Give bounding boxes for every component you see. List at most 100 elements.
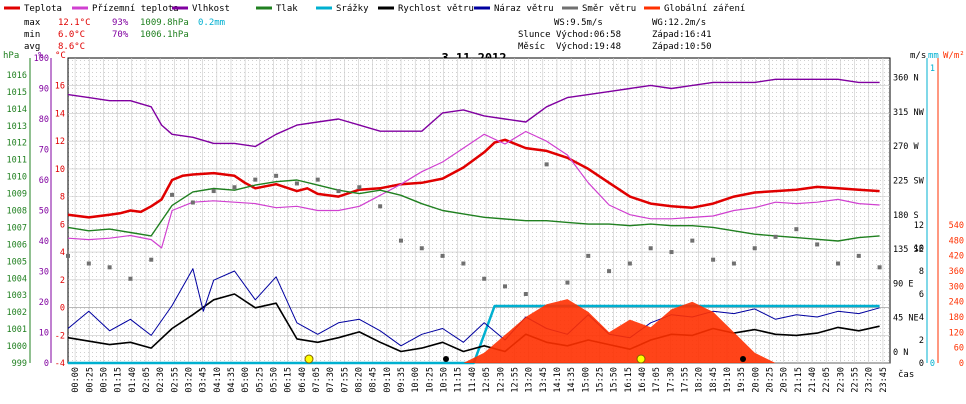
stats-max-temp: 12.1°C [58, 18, 91, 28]
sunset-marker [636, 354, 646, 364]
point-smer-vetru [232, 185, 237, 190]
stats-max-rain: 0.2mm [198, 18, 225, 28]
sun-rise: Východ:06:58 [556, 30, 621, 40]
x-tick-label: 02:55 [170, 367, 180, 393]
x-tick-label: 23:20 [865, 367, 875, 393]
unit-time: čas [898, 369, 914, 380]
pct-tick-label: 40 [39, 237, 49, 247]
x-tick-label: 04:10 [213, 367, 223, 393]
point-smer-vetru [336, 189, 341, 194]
stats-min-hum: 70% [112, 30, 129, 40]
point-smer-vetru [66, 253, 70, 258]
point-smer-vetru [648, 246, 653, 251]
dir-tick-label: 270 W [893, 142, 919, 152]
legend-label: Globální záření [664, 4, 745, 14]
line-naraz-vetru [67, 268, 880, 347]
wm2-tick-label: 300 [949, 282, 964, 292]
point-smer-vetru [419, 246, 424, 251]
hpa-tick-label: 1004 [7, 274, 27, 284]
x-tick-label: 12:05 [482, 367, 492, 393]
point-smer-vetru [398, 238, 403, 243]
wm2-tick-label: 0 [959, 359, 964, 369]
pct-tick-label: 10 [39, 329, 49, 339]
hpa-tick-label: 1011 [7, 156, 27, 166]
degc-tick-label: 12 [55, 137, 65, 147]
point-smer-vetru [856, 253, 861, 258]
x-tick-label: 14:10 [553, 367, 563, 393]
legend-item-tlak: Tlak [256, 4, 298, 14]
point-smer-vetru [731, 261, 736, 266]
point-smer-vetru [835, 261, 840, 266]
stats-min-label: min [24, 30, 40, 40]
wm2-tick-label: 180 [949, 313, 964, 323]
x-tick-label: 03:20 [184, 367, 194, 393]
x-tick-label: 17:55 [681, 367, 691, 393]
line-rychlost-vetru [67, 293, 880, 353]
legend-label: Vlhkost [192, 4, 230, 14]
point-smer-vetru [669, 250, 674, 255]
x-tick-label: 01:40 [128, 367, 138, 393]
point-smer-vetru [253, 177, 258, 182]
point-smer-vetru [607, 269, 612, 274]
hpa-tick-label: 1003 [7, 291, 27, 301]
ms-tick-label: 8 [919, 267, 924, 277]
x-tick-label: 09:10 [383, 367, 393, 393]
ms-tick-label: 10 [914, 244, 924, 254]
legend-label: Přízemní teplota [92, 4, 179, 14]
hpa-tick-label: 999 [12, 359, 27, 369]
point-smer-vetru [357, 185, 362, 190]
stats-avg-temp: 8.6°C [58, 42, 85, 52]
x-tick-label: 17:05 [652, 367, 662, 393]
mm-tick-label: 1 [930, 64, 935, 74]
point-smer-vetru [149, 257, 154, 262]
x-tick-label: 22:55 [851, 367, 861, 393]
hpa-tick-label: 1009 [7, 190, 27, 200]
pct-tick-label: 30 [39, 268, 49, 278]
x-tick-label: 06:40 [298, 367, 308, 393]
stats-avg-label: avg [24, 42, 40, 52]
hpa-tick-label: 1012 [7, 139, 27, 149]
hpa-tick-label: 1014 [7, 105, 27, 115]
dir-tick-label: 225 SW [893, 176, 925, 186]
pct-tick-label: 60 [39, 176, 49, 186]
series-marks [66, 78, 882, 365]
x-tick-label: 09:35 [397, 367, 407, 393]
hpa-tick-label: 1015 [7, 88, 27, 98]
legend-item-vlhkost: Vlhkost [172, 4, 230, 14]
wm2-tick-label: 360 [949, 267, 964, 277]
legend: Teplota Přízemní teplota Vlhkost Tlak Sr… [4, 4, 745, 14]
stats-max-hum: 93% [112, 18, 129, 28]
x-tick-label: 15:50 [610, 367, 620, 393]
legend-label: Rychlost větru [398, 4, 474, 14]
hpa-tick-label: 1007 [7, 223, 27, 233]
ms-tick-label: 12 [914, 221, 924, 231]
ms-tick-label: 2 [919, 336, 924, 346]
point-smer-vetru [294, 181, 299, 186]
x-tick-label: 14:35 [567, 367, 577, 393]
pct-tick-label: 80 [39, 115, 49, 125]
axis-ticks: 00:00 00:25 00:50 01:15 01:40 02:05 02:30 02:55… [7, 54, 964, 393]
astro-markers [304, 354, 746, 364]
point-smer-vetru [482, 276, 487, 281]
astro-info: WS:9.5m/s WG:12.2m/s Slunce Východ:06:58… [518, 18, 712, 52]
wind-speed-info: WS:9.5m/s [554, 18, 603, 28]
x-tick-label: 07:05 [312, 367, 322, 393]
x-tick-label: 21:15 [794, 367, 804, 393]
point-smer-vetru [315, 177, 320, 182]
legend-item-teplota: Teplota [4, 4, 62, 14]
axis-units: hPa % °C m/s mm W/m² čas [3, 51, 965, 380]
x-tick-label: 05:00 [241, 367, 251, 393]
degc-tick-label: 14 [55, 109, 65, 119]
point-smer-vetru [461, 261, 466, 266]
point-smer-vetru [752, 246, 757, 251]
hpa-tick-label: 1001 [7, 325, 27, 335]
pct-tick-label: 100 [34, 54, 49, 64]
hpa-tick-label: 1000 [7, 342, 27, 352]
point-smer-vetru [586, 253, 591, 258]
legend-label: Srážky [336, 4, 369, 14]
x-tick-label: 13:45 [539, 367, 549, 393]
line-vlhkost [67, 78, 880, 148]
degc-tick-label: -2 [55, 331, 65, 341]
x-tick-label: 18:20 [695, 367, 705, 393]
